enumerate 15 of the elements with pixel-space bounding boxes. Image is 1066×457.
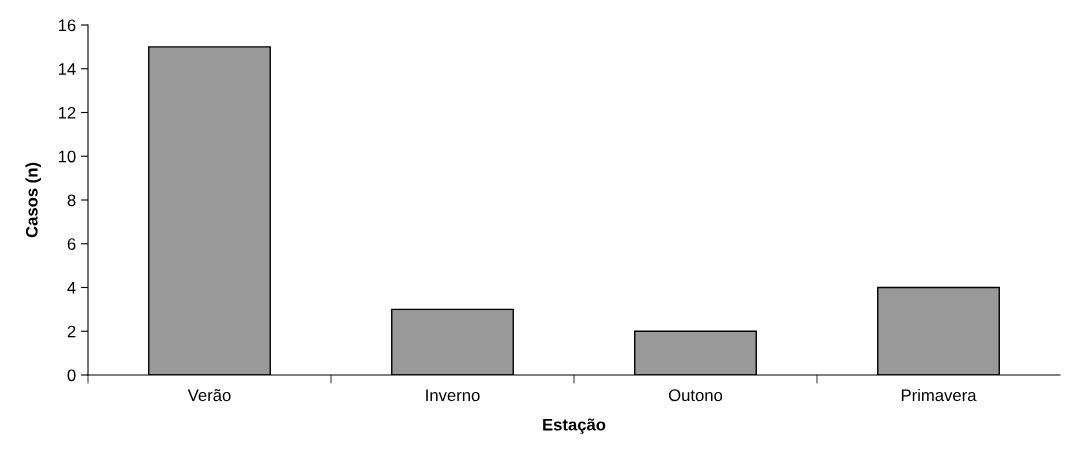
- y-tick-label: 14: [58, 63, 76, 75]
- y-tick-label: 0: [67, 369, 76, 382]
- x-tick-label: Outono: [668, 389, 723, 402]
- y-tick-label: 2: [67, 325, 76, 338]
- x-tick-label: Inverno: [426, 389, 480, 402]
- x-axis-title: Estação: [543, 418, 606, 434]
- y-tick-label: 4: [67, 282, 76, 294]
- y-axis-title: Casos (n): [25, 162, 41, 238]
- y-tick-label: 12: [58, 106, 76, 119]
- y-tick-label: 10: [58, 150, 76, 163]
- x-tick-label: Primavera: [901, 388, 977, 402]
- y-tick-label: 6: [67, 238, 76, 250]
- y-tick-label: 16: [58, 19, 76, 32]
- x-tick-label: Verão: [187, 389, 231, 402]
- y-tick-label: 8: [67, 194, 76, 207]
